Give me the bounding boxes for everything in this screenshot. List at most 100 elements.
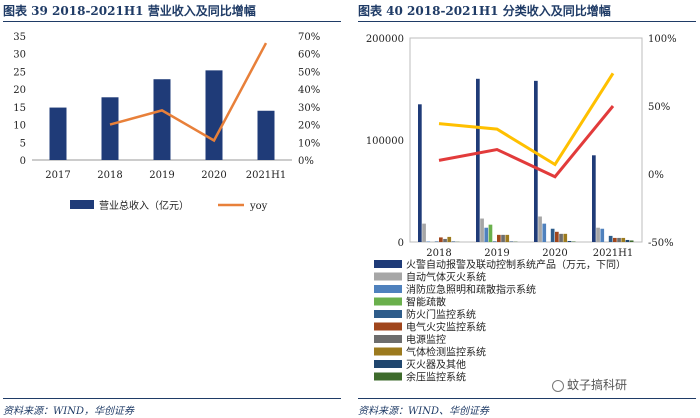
right-growth-line — [438, 105, 615, 179]
right-legend-label: 防火门监控系统 — [406, 308, 476, 321]
left-xtick-label: 2018 — [97, 170, 122, 181]
watermark: 蚊子搞科研 — [552, 376, 627, 393]
wechat-icon — [552, 379, 564, 392]
right-legend-label: 自动气体灭火系统 — [406, 271, 486, 284]
left-ytick-label: 30 — [13, 50, 26, 61]
right-segment-bar — [542, 223, 547, 242]
right-growth-line — [438, 72, 615, 167]
right-segment-bar — [426, 241, 431, 242]
right-xtick-label: 2021H1 — [593, 248, 634, 259]
left-xtick-label: 2017 — [45, 170, 70, 181]
right-segment-bar — [555, 231, 559, 242]
left-chart-title: 图表 39 2018-2021H1 营业收入及同比增幅 — [3, 4, 256, 18]
right-segment-bar — [559, 233, 563, 242]
right-segment-bar — [451, 241, 456, 242]
right-segment-bar — [534, 80, 538, 242]
left-legend-bar-label: 营业总收入（亿元） — [99, 199, 189, 212]
right-segment-bar — [592, 155, 596, 242]
right-xtick-label: 2018 — [426, 248, 451, 259]
left-title-rule — [3, 21, 341, 22]
right-plot-frame — [409, 37, 643, 243]
left-ytick-label: 35 — [13, 32, 26, 43]
left-y2tick-label: 40% — [298, 85, 320, 96]
right-source: 资料来源：WIND、华创证券 — [358, 406, 489, 417]
right-segment-bar — [571, 241, 576, 242]
right-legend-label: 电气火灾监控系统 — [406, 321, 486, 334]
right-legend-label: 灭火器及其他 — [406, 358, 466, 371]
right-legend-swatch — [374, 260, 402, 268]
left-ytick-label: 5 — [20, 138, 26, 149]
left-y2tick-label: 0% — [298, 156, 314, 167]
right-segment-bar — [629, 240, 634, 242]
right-segment-bar — [621, 237, 626, 242]
right-chart-title: 图表 40 2018-2021H1 分类收入及同比增幅 — [358, 4, 611, 18]
right-legend-label: 电源监控 — [406, 333, 446, 346]
left-y2tick-label: 10% — [298, 138, 320, 149]
left-revenue-bar — [101, 97, 119, 160]
left-y2tick-label: 50% — [298, 67, 320, 78]
left-revenue-bar — [153, 79, 171, 160]
right-segment-bar — [613, 237, 617, 242]
right-legend-swatch — [374, 322, 402, 331]
right-y2tick-label: 50% — [648, 102, 670, 113]
right-segment-bar — [480, 218, 484, 242]
right-segment-bar — [439, 237, 443, 242]
left-y2tick-label: 60% — [298, 50, 320, 61]
left-y2tick-label: 70% — [298, 32, 320, 43]
left-ytick-label: 25 — [13, 67, 26, 78]
right-title-rule — [358, 21, 696, 22]
right-legend-label: 智能疏散 — [406, 296, 446, 309]
right-legend-label: 火警自动报警及联动控制系统产品（万元，下同） — [406, 258, 626, 271]
right-legend-swatch — [374, 285, 402, 293]
right-legend-swatch — [374, 297, 402, 306]
right-legend-label: 余压监控系统 — [406, 371, 466, 384]
right-segment-bar — [443, 238, 447, 242]
right-xtick-label: 2020 — [542, 248, 567, 259]
left-revenue-bar — [257, 110, 275, 160]
right-segment-bar — [625, 239, 630, 242]
right-legend-swatch — [374, 335, 402, 343]
right-ytick-label: 100000 — [366, 136, 404, 147]
right-legend-swatch — [374, 360, 402, 368]
left-ytick-label: 15 — [13, 103, 26, 114]
right-segment-bar — [617, 237, 621, 242]
right-y2tick-label: 0% — [648, 170, 664, 181]
right-segment-bar — [497, 234, 501, 242]
right-segment-bar — [596, 227, 600, 242]
right-legend-swatch — [374, 310, 402, 318]
right-xtick-label: 2019 — [484, 248, 509, 259]
right-segment-bar — [550, 228, 555, 242]
right-segment-bar — [509, 241, 514, 242]
left-ytick-label: 0 — [20, 156, 26, 167]
right-legend-swatch — [374, 272, 402, 281]
left-source: 资料来源：WIND，华创证券 — [3, 406, 134, 417]
left-xtick-label: 2021H1 — [246, 170, 287, 181]
right-segment-bar — [492, 241, 497, 242]
left-xtick-label: 2020 — [201, 170, 226, 181]
left-legend-bar-swatch — [70, 200, 94, 209]
right-legend-swatch — [374, 347, 402, 356]
right-segment-bar — [505, 234, 510, 242]
right-segment-bar — [538, 216, 542, 242]
right-source-rule — [358, 398, 696, 399]
left-revenue-bar — [49, 107, 67, 160]
right-segment-bar — [447, 236, 452, 242]
right-y2tick-label: 100% — [648, 34, 677, 45]
left-ytick-label: 10 — [13, 121, 26, 132]
right-segment-bar — [488, 224, 493, 242]
right-segment-bar — [501, 234, 505, 242]
right-segment-bar — [567, 240, 572, 242]
left-revenue-bar — [205, 70, 223, 160]
right-y2tick-label: -50% — [648, 238, 674, 249]
right-segment-bar — [434, 241, 439, 242]
left-y2tick-label: 30% — [298, 103, 320, 114]
right-legend-label: 气体检测监控系统 — [406, 346, 486, 359]
left-xtick-label: 2019 — [149, 170, 174, 181]
right-segment-bar — [476, 78, 480, 242]
right-legend-swatch — [374, 372, 402, 381]
right-segment-bar — [418, 104, 422, 242]
right-segment-bar — [608, 235, 613, 242]
left-chart: 0 5 10 15 20 25 30 35 0% 10% 20% 30% 40% 50% 60% 70% 201… — [13, 32, 320, 212]
left-yoy-line — [109, 42, 268, 143]
left-ytick-label: 20 — [13, 85, 26, 96]
